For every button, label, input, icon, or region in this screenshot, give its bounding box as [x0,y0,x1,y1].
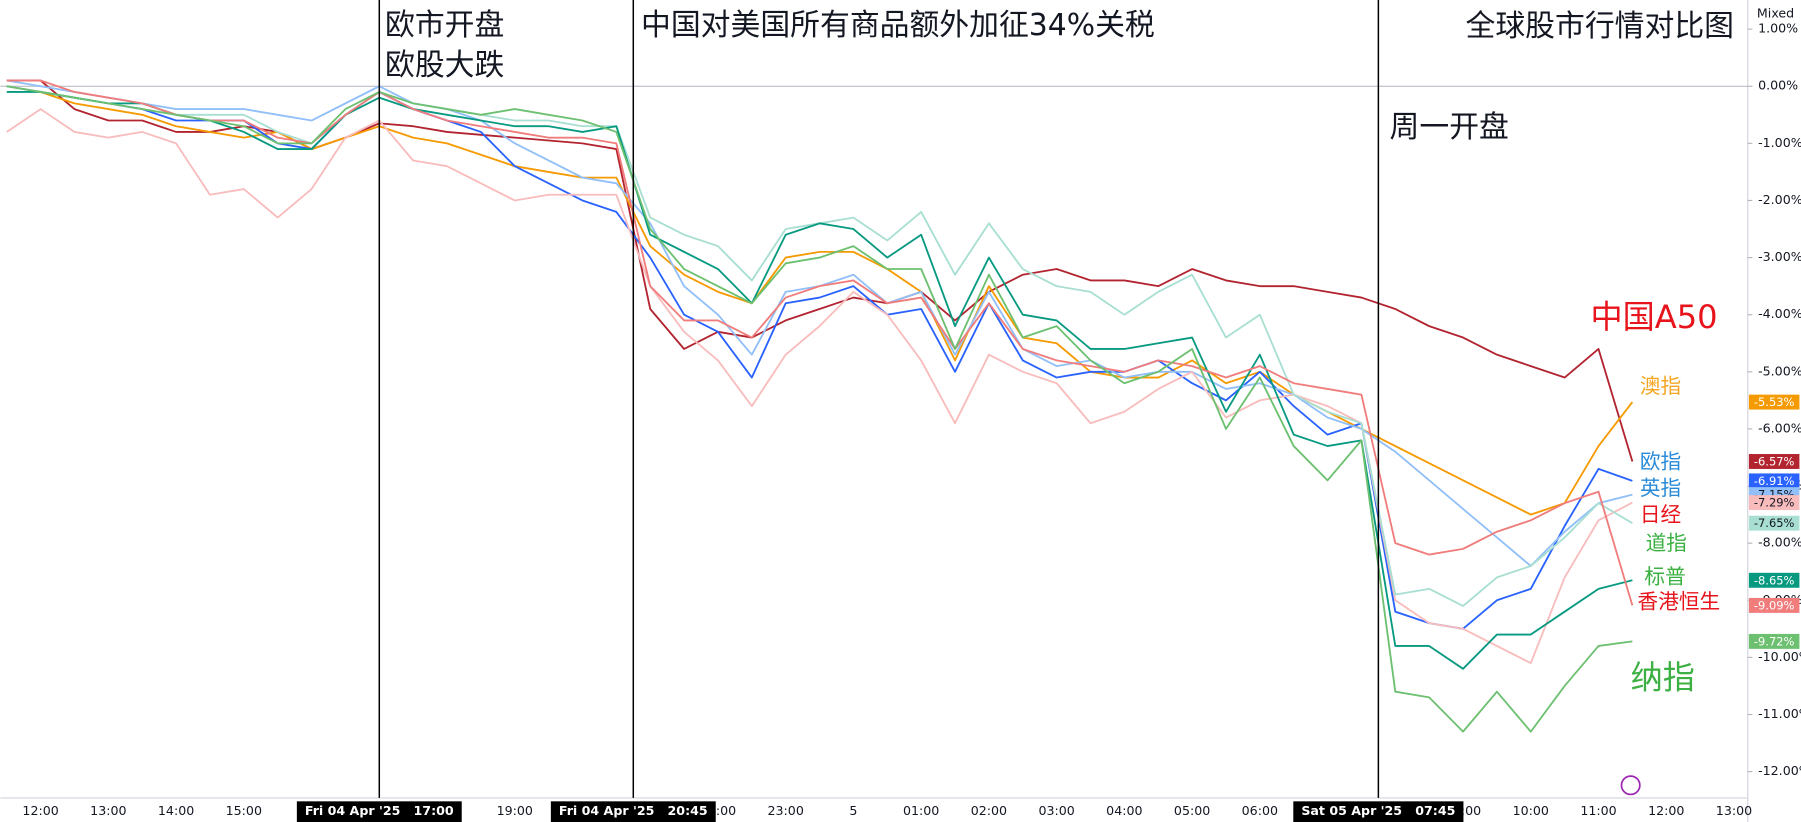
series-label: 道指 [1646,531,1687,555]
event-time-label: Sat 05 Apr '25 07:45 [1301,803,1455,818]
price-tag [1748,454,1800,469]
price-tag-label: -6.57% [1754,455,1795,469]
y-tick-label: -5.00% [1758,363,1801,378]
x-tick-label: 15:00 [226,803,262,818]
x-tick-label: 5 [849,803,857,818]
y-tick-label: -11.00% [1758,706,1801,721]
price-tag-label: -6.91% [1754,474,1795,488]
price-tag-label: -9.72% [1754,634,1795,648]
annotation: 中国对美国所有商品额外加征34%关税 [641,8,1155,43]
annotation: 欧股大跌 [385,48,504,83]
price-tag-label: -8.65% [1754,573,1795,587]
series-label: 英指 [1640,476,1681,500]
series-label: 标普 [1644,564,1685,588]
event-time-label: Fri 04 Apr '25 17:00 [305,803,454,818]
chart-title: 全球股市行情对比图 [1466,9,1734,44]
y-tick-label: -6.00% [1758,420,1801,435]
price-tag-label: -7.65% [1754,516,1795,530]
series-label: 纳指 [1631,659,1695,697]
event-time-box [1293,801,1464,822]
y-tick-label: -3.00% [1758,249,1801,264]
x-tick-label: 11:00 [1580,803,1616,818]
x-tick-label: 05:00 [1174,803,1210,818]
event-time-label: Fri 04 Apr '25 20:45 [559,803,708,818]
series-line [6,85,1633,733]
y-tick-label: 0.00% [1758,78,1798,93]
series-label: 香港恒生 [1638,590,1721,614]
price-tag-label: -9.09% [1754,598,1795,612]
x-tick-label: 14:00 [158,803,194,818]
event-time-box [550,801,716,822]
price-tag [1748,597,1800,613]
x-tick-label: 02:00 [971,803,1007,818]
price-tag [1748,633,1800,649]
y-tick-label: -10.00% [1758,649,1801,664]
series-label: 欧指 [1640,450,1681,474]
y-tick-label: -2.00% [1758,192,1801,207]
price-tag [1748,495,1800,511]
y-tick-label: -12.00% [1758,763,1801,778]
x-tick-label: 12:00 [22,803,58,818]
x-tick-label: 12:00 [1648,803,1684,818]
y-tick-label: -4.00% [1758,306,1801,321]
price-tag-label: -7.29% [1754,496,1795,510]
price-tag [1748,572,1800,588]
event-time-box [296,801,462,822]
scale-mode[interactable]: Mixed [1757,5,1794,20]
annotation: 周一开盘 [1390,110,1509,145]
series-label: 中国A50 [1590,298,1717,336]
x-tick-label: 01:00 [903,803,939,818]
series-label: 日经 [1640,502,1681,526]
x-tick-label: 19:00 [497,803,533,818]
y-tick-label: -8.00% [1758,535,1801,550]
price-tag [1748,394,1800,410]
annotation: 欧市开盘 [385,8,504,43]
series-label: 澳指 [1640,374,1681,398]
x-tick-label: 10:00 [1513,803,1549,818]
price-tag-label: -5.53% [1754,395,1795,409]
y-tick-label: -1.00% [1758,135,1801,150]
x-tick-label: 03:00 [1038,803,1074,818]
icon[interactable] [1620,775,1641,796]
series-line [6,79,1634,606]
x-tick-label: 13:00 [1716,803,1752,818]
y-tick-label: 1.00% [1758,21,1798,36]
price-tag [1748,473,1800,489]
x-tick-label: 13:00 [90,803,126,818]
x-tick-label: 23:00 [768,803,804,818]
x-tick-label: 04:00 [1106,803,1142,818]
x-tick-label: 06:00 [1242,803,1278,818]
price-tag [1748,515,1800,531]
